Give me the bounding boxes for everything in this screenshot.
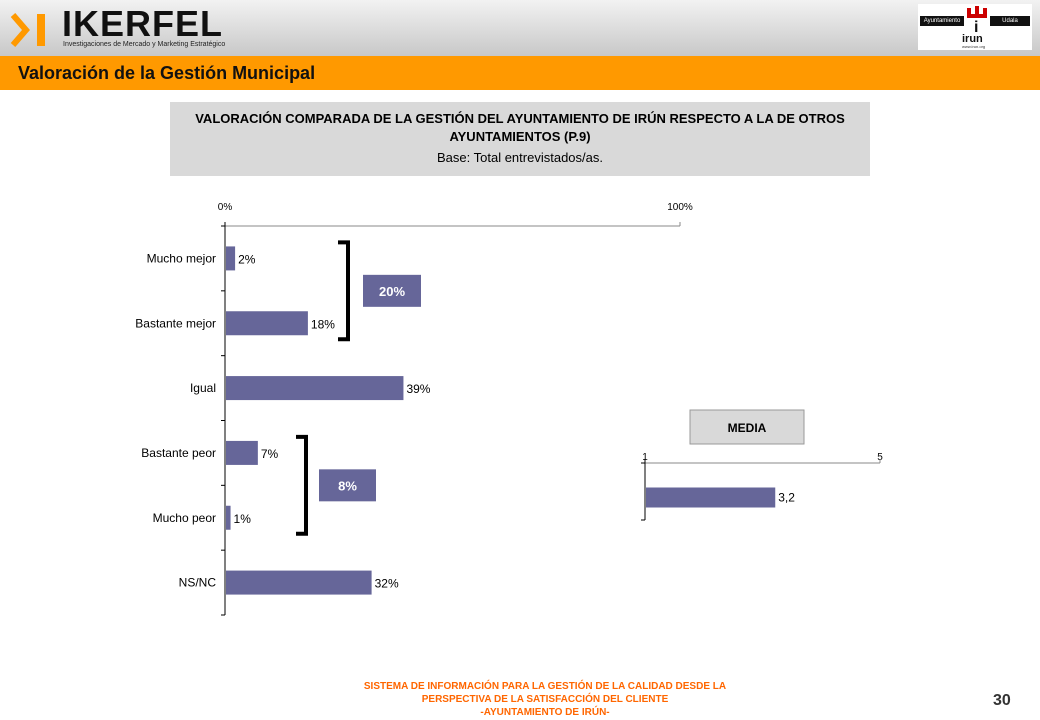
bar (226, 311, 308, 336)
group-badge (319, 469, 376, 502)
page-number: 30 (993, 692, 1011, 709)
category-label: Mucho peor (153, 511, 216, 525)
media-bar (646, 487, 776, 508)
brand-name: IKERFEL (62, 3, 224, 44)
section-title-bar: Valoración de la Gestión Municipal (0, 56, 1040, 90)
bar (226, 505, 231, 530)
svg-text:i: i (974, 19, 978, 34)
bar (226, 376, 404, 401)
media-title: MEDIA (728, 421, 767, 435)
irun-right-label: Udala (990, 16, 1030, 26)
group-label: 20% (379, 284, 405, 299)
brand-tagline: Investigaciones de Mercado y Marketing E… (63, 41, 226, 48)
category-label: Bastante peor (141, 446, 216, 460)
media-tick-label: 1 (642, 452, 648, 463)
category-label: NS/NC (179, 576, 217, 590)
top-banner: IKERFEL Investigaciones de Mercado y Mar… (0, 0, 1040, 56)
footer-line: PERSPECTIVA DE LA SATISFACCIÓN DEL CLIEN… (421, 694, 669, 705)
media-title-box (689, 409, 805, 445)
irun-left-label: Ayuntamiento (920, 16, 964, 26)
footer-text: SISTEMA DE INFORMACIÓN PARA LA GESTIÓN D… (290, 680, 800, 719)
bar (226, 246, 236, 271)
irun-wordmark: irun (962, 33, 983, 45)
category-label: Igual (190, 381, 216, 395)
chart-header-base: Base: Total entrevistados/as. (437, 150, 603, 165)
group-label: 8% (338, 478, 357, 493)
media-tick-label: 5 (877, 452, 883, 463)
footer-line: -AYUNTAMIENTO DE IRÚN- (480, 707, 610, 718)
data-label: 39% (406, 382, 430, 396)
category-label: Bastante mejor (135, 316, 216, 330)
group-bracket (296, 434, 308, 536)
bar (226, 440, 258, 465)
data-label: 7% (261, 447, 279, 461)
chart-header-title: VALORACIÓN COMPARADA DE LA GESTIÓN DEL A… (195, 111, 845, 144)
data-label: 1% (234, 512, 252, 526)
category-label: Mucho mejor (147, 251, 216, 265)
data-label: 18% (311, 317, 335, 331)
irun-logo: Ayuntamiento i Udala irun www.irun.org (918, 4, 1032, 50)
group-bracket (338, 240, 350, 342)
irun-url: www.irun.org (962, 44, 986, 49)
ikerfel-logo-icon (10, 13, 45, 47)
section-title: Valoración de la Gestión Municipal (18, 63, 316, 83)
x-tick-label: 0% (218, 202, 233, 213)
group-badge (363, 274, 421, 307)
x-tick-label: 100% (667, 202, 693, 213)
media-data-label: 3,2 (778, 491, 795, 505)
footer-line: SISTEMA DE INFORMACIÓN PARA LA GESTIÓN D… (363, 681, 727, 692)
bar (226, 570, 372, 595)
chart-header: VALORACIÓN COMPARADA DE LA GESTIÓN DEL A… (170, 102, 870, 176)
irun-crest-icon: i (967, 6, 987, 34)
data-label: 2% (238, 252, 256, 266)
data-label: 32% (375, 577, 399, 591)
